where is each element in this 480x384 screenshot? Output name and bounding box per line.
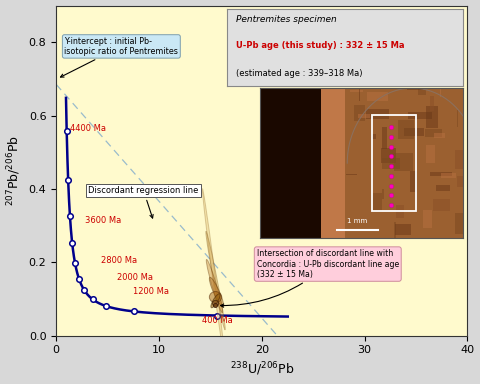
Ellipse shape — [209, 291, 222, 303]
Point — [89, 296, 96, 303]
Text: 2000 Ma: 2000 Ma — [117, 273, 153, 282]
Point — [71, 260, 79, 266]
Text: 2800 Ma: 2800 Ma — [101, 256, 138, 265]
Ellipse shape — [213, 300, 218, 306]
Point — [63, 128, 71, 134]
Point — [213, 313, 221, 319]
Text: Intersection of discordant line with
Concordia : U-Pb discordant line age
(332 ±: Intersection of discordant line with Con… — [221, 249, 399, 307]
Point — [66, 213, 74, 219]
Point — [68, 240, 76, 246]
Ellipse shape — [206, 259, 223, 313]
Text: 3600 Ma: 3600 Ma — [85, 215, 121, 225]
Ellipse shape — [214, 303, 217, 308]
Ellipse shape — [211, 294, 220, 308]
Ellipse shape — [206, 231, 225, 330]
Text: 400 Ma: 400 Ma — [202, 316, 233, 324]
Point — [64, 177, 72, 183]
Point — [81, 287, 88, 293]
Point — [75, 276, 83, 282]
Ellipse shape — [203, 189, 225, 358]
Point — [130, 308, 138, 314]
Y-axis label: $^{207}$Pb/$^{206}$Pb: $^{207}$Pb/$^{206}$Pb — [6, 135, 23, 206]
Text: Y-intercept : initial Pb-
isotopic ratio of Pentremites: Y-intercept : initial Pb- isotopic ratio… — [60, 37, 178, 77]
X-axis label: $^{238}$U/$^{206}$Pb: $^{238}$U/$^{206}$Pb — [229, 361, 294, 379]
Ellipse shape — [209, 277, 224, 307]
Point — [103, 303, 110, 309]
Text: 1200 Ma: 1200 Ma — [133, 287, 169, 296]
Text: Discordant regression line: Discordant regression line — [88, 186, 199, 218]
Text: 4400 Ma: 4400 Ma — [70, 124, 106, 133]
